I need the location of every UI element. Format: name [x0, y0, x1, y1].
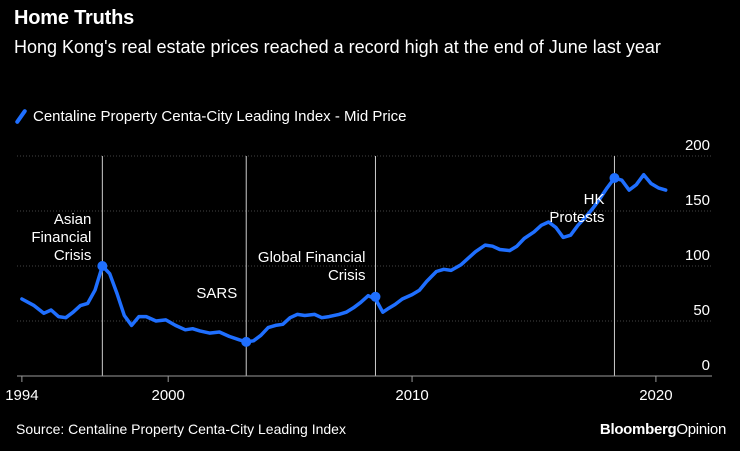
chart-title: Home Truths — [14, 7, 135, 29]
annotation-marker-1 — [241, 336, 252, 347]
annotation-label-1-line-0: SARS — [196, 285, 237, 302]
annotation-label-3-line-1: Protests — [549, 209, 604, 226]
annotation-marker-0 — [97, 261, 108, 271]
annotation-marker-2 — [370, 291, 381, 302]
x-tick-label-1994: 1994 — [5, 387, 38, 404]
brand-logo: BloombergOpinion — [600, 421, 726, 438]
chart-subtitle: Hong Kong's real estate prices reached a… — [14, 37, 661, 57]
brand-bold: Bloomberg — [599, 421, 677, 438]
brand-light: Opinion — [676, 421, 726, 438]
series-layer — [20, 172, 668, 347]
x-tick-label-2010: 2010 — [395, 387, 428, 404]
annotation-label-3-line-0: HK — [584, 191, 605, 208]
annotation-marker-3 — [609, 173, 620, 183]
legend: Centaline Property Centa-City Leading In… — [16, 108, 407, 125]
annotation-label-0-line-1: Financial — [31, 229, 91, 246]
y-tick-label-100: 100 — [685, 247, 710, 264]
x-tick-label-2000: 2000 — [152, 387, 185, 404]
gridlines — [17, 155, 712, 322]
legend-label: Centaline Property Centa-City Leading In… — [33, 108, 407, 125]
y-tick-label-0: 0 — [702, 357, 710, 374]
annotation-label-0-line-2: Crisis — [54, 247, 92, 264]
series-line-0 — [20, 172, 668, 344]
annotation-label-2-line-0: Global Financial — [258, 249, 366, 266]
y-tick-label-50: 50 — [693, 302, 710, 319]
y-tick-label-150: 150 — [685, 192, 710, 209]
annotation-label-0-line-0: Asian — [54, 211, 92, 228]
source-note: Source: Centaline Property Centa-City Le… — [16, 421, 346, 437]
axes: 0 50 100 150 200 1994 2000 2010 2020 — [5, 137, 712, 404]
x-tick-label-2020: 2020 — [639, 387, 672, 404]
annotation-label-2-line-1: Crisis — [328, 267, 366, 284]
y-tick-label-200: 200 — [685, 137, 710, 154]
